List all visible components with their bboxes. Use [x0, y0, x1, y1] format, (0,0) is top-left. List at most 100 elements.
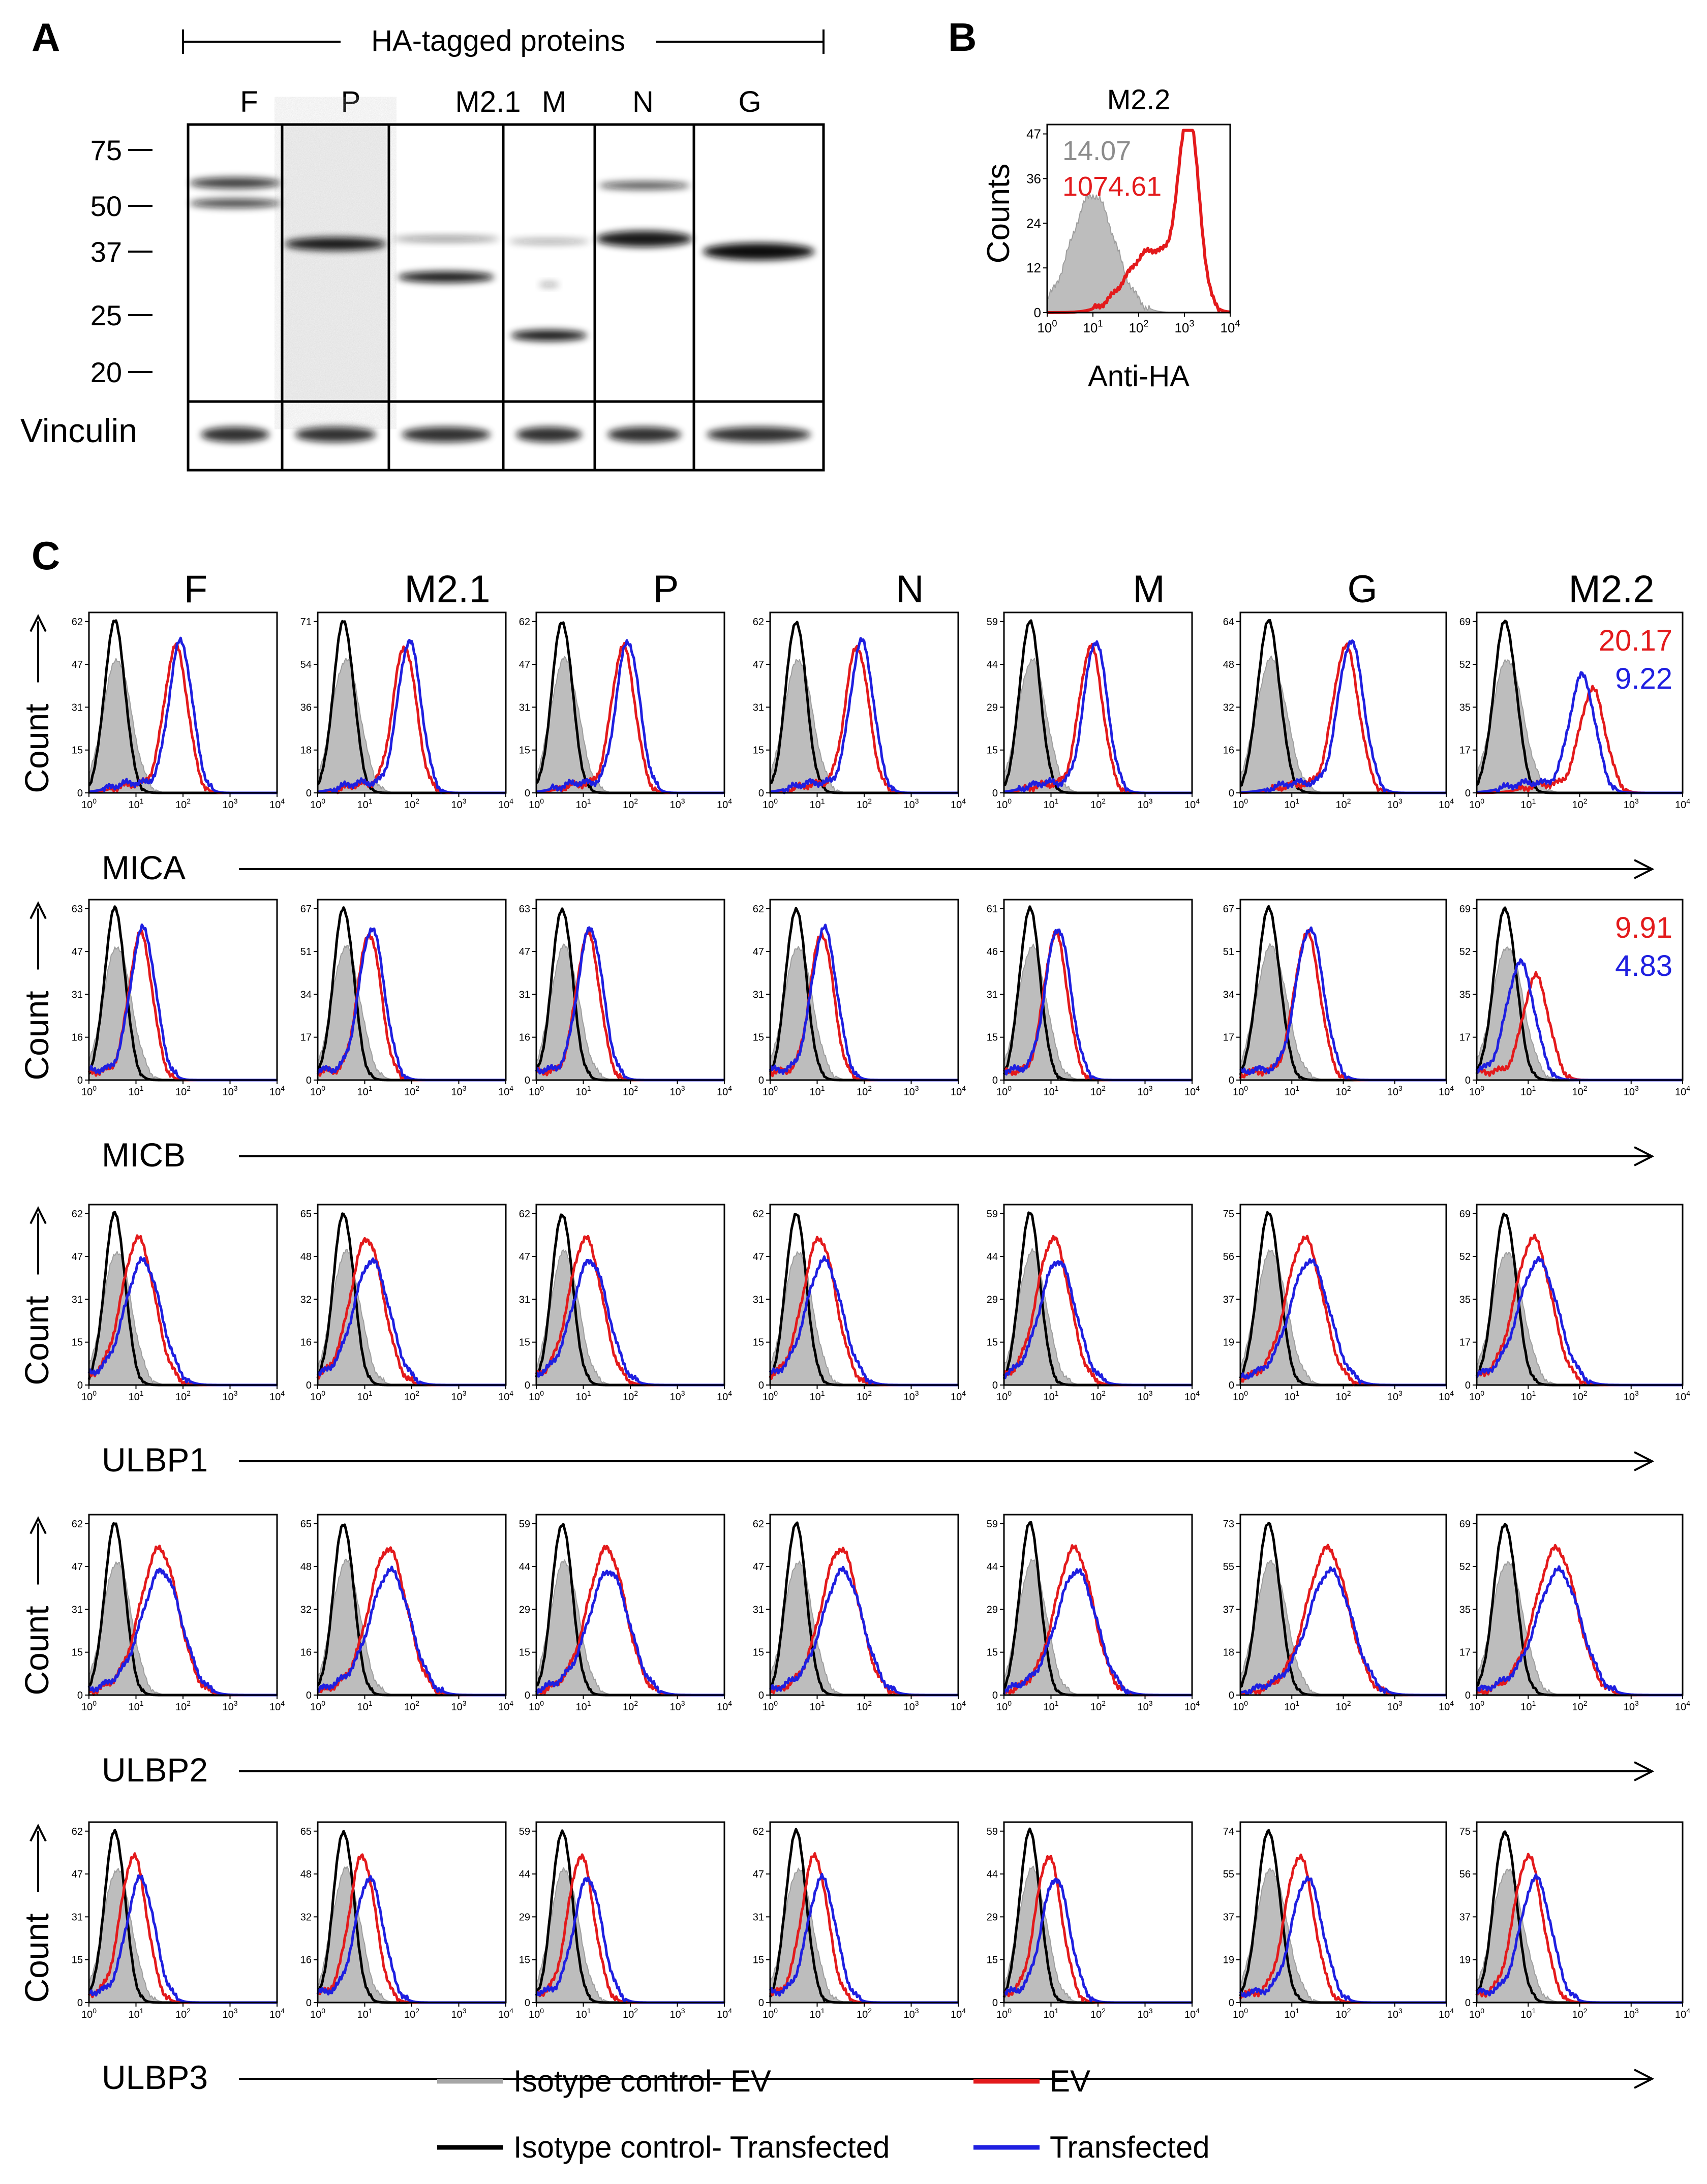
histogram: 0 19 37 56 75 100 101 102 103 104 [1459, 1821, 1690, 2020]
y-tick-label: 0 [758, 1380, 764, 1391]
panel-a-label: A [32, 15, 60, 59]
y-tick-label: 17 [1459, 1337, 1471, 1348]
y-tick-label: 0 [992, 1380, 998, 1391]
histogram: 0 16 31 47 63 100 101 102 103 104 [72, 899, 285, 1098]
mfi-ev: 9.91 [1615, 911, 1672, 944]
count-axis-label: Count [18, 1296, 55, 1385]
x-tick-label: 101 [575, 1084, 591, 1098]
y-tick-label: 47 [72, 1561, 83, 1573]
y-tick-label: 0 [758, 1690, 764, 1701]
western-blot [187, 123, 825, 472]
x-tick-label: 104 [1675, 1699, 1690, 1713]
y-tick-label: 0 [758, 1075, 764, 1086]
y-tick-label: 16 [300, 1955, 312, 1966]
x-tick-label: 103 [669, 2007, 685, 2020]
mw-marker-label: 50 [90, 190, 122, 222]
histogram: 0 16 32 48 65 100 101 102 103 104 [300, 1204, 513, 1403]
histogram: 0 18 36 54 71 100 101 102 103 104 [300, 611, 513, 811]
vinculin-band [607, 427, 681, 442]
x-tick-label: 104 [951, 1084, 966, 1098]
x-tick-label: 103 [1137, 797, 1152, 811]
x-tick-label: 100 [996, 1699, 1012, 1713]
y-tick-label: 47 [72, 1869, 83, 1880]
x-tick-label: 103 [1624, 1699, 1639, 1713]
x-tick-label: 100 [529, 1699, 544, 1713]
x-tick-label: 104 [951, 1389, 966, 1403]
y-tick-label: 47 [72, 1251, 83, 1263]
x-tick-label: 104 [498, 2007, 513, 2020]
y-tick-label: 74 [1223, 1826, 1234, 1837]
count-arrowhead [29, 1206, 47, 1224]
x-tick-label: 104 [1439, 1699, 1454, 1713]
y-tick-label: 0 [992, 1997, 998, 2009]
x-tick-label: 102 [1090, 797, 1106, 811]
vinculin-band [516, 427, 582, 442]
y-tick-label: 17 [1459, 1647, 1471, 1658]
marker-label: ULBP2 [102, 1751, 208, 1789]
x-tick-label: 101 [1043, 1084, 1058, 1098]
x-tick-label: 103 [1137, 2007, 1152, 2020]
x-tick-label: 101 [1284, 1084, 1299, 1098]
x-tick-label: 101 [809, 2007, 825, 2020]
y-tick-label: 15 [72, 1955, 83, 1966]
y-tick-label: 47 [1026, 127, 1041, 142]
y-tick-label: 0 [77, 1075, 83, 1086]
x-tick-label: 103 [669, 1389, 685, 1403]
y-tick-label: 62 [519, 1209, 530, 1220]
x-tick-label: 102 [857, 1699, 872, 1713]
x-tick-label: 103 [1387, 1699, 1403, 1713]
vinculin-band [201, 427, 269, 442]
x-tick-label: 100 [1233, 2007, 1248, 2020]
x-tick-label: 100 [763, 1084, 778, 1098]
panel-b-histogram: M2.2 Counts Anti-HA 0 12 24 36 47 100 101 102 103 10… [981, 83, 1240, 393]
histogram: 0 19 37 56 75 100 101 102 103 104 [1223, 1204, 1454, 1403]
x-tick-label: 101 [1520, 1084, 1536, 1098]
x-tick-label: 103 [1387, 1084, 1403, 1098]
y-tick-label: 0 [306, 1997, 312, 2009]
x-tick-label: 101 [357, 797, 372, 811]
protein-band [596, 231, 693, 247]
y-tick-label: 65 [300, 1209, 312, 1220]
histogram: 0 16 31 47 63 100 101 102 103 104 [519, 899, 732, 1098]
y-tick-label: 0 [1229, 1997, 1234, 2009]
vinculin-band [707, 427, 811, 442]
x-tick-label: 103 [1624, 797, 1639, 811]
x-tick-label: 101 [1043, 1389, 1058, 1403]
y-tick-label: 0 [758, 788, 764, 799]
x-tick-label: 102 [623, 1389, 638, 1403]
panel-b-label: B [948, 15, 977, 59]
x-tick-label: 104 [951, 2007, 966, 2020]
y-tick-label: 31 [753, 989, 764, 1000]
y-tick-label: 59 [987, 1519, 998, 1530]
y-tick-label: 17 [1459, 1032, 1471, 1043]
y-tick-label: 65 [300, 1826, 312, 1837]
x-tick-label: 102 [1572, 1699, 1587, 1713]
y-tick-label: 44 [987, 1251, 998, 1263]
y-tick-label: 16 [1223, 745, 1234, 756]
panel-b-xlabel: Anti-HA [1088, 360, 1190, 393]
marker-label: ULBP1 [102, 1441, 208, 1479]
mfi-transfected: 4.83 [1615, 949, 1672, 982]
marker-arrowhead [1634, 1761, 1655, 1781]
y-tick-label: 36 [1026, 171, 1041, 186]
y-tick-label: 17 [300, 1032, 312, 1043]
y-tick-label: 15 [72, 1647, 83, 1658]
y-tick-label: 31 [72, 989, 83, 1000]
y-tick-label: 62 [753, 1519, 764, 1530]
x-tick-label: 103 [1624, 1084, 1639, 1098]
x-tick-label: 101 [1520, 1699, 1536, 1713]
marker-label: MICA [102, 849, 186, 886]
x-tick-label: 104 [269, 797, 285, 811]
y-tick-label: 63 [72, 904, 83, 915]
y-tick-label: 46 [987, 946, 998, 958]
x-tick-label: 100 [310, 2007, 325, 2020]
blot-noise [285, 125, 386, 402]
x-tick-label: 103 [903, 1389, 919, 1403]
y-tick-label: 59 [987, 1826, 998, 1837]
x-tick-label: 100 [529, 1389, 544, 1403]
x-tick-label: 104 [1675, 2007, 1690, 2020]
y-tick-label: 62 [753, 904, 764, 915]
x-tick-label: 104 [717, 1389, 732, 1403]
x-tick-label: 101 [809, 1084, 825, 1098]
